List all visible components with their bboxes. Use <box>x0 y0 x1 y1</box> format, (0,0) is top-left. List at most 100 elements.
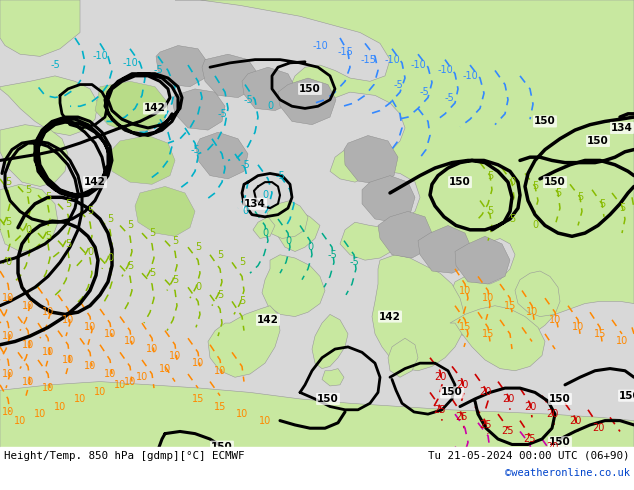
Text: -5: -5 <box>50 60 60 70</box>
Text: -5: -5 <box>275 171 285 181</box>
Text: 10: 10 <box>22 340 34 350</box>
Text: 10: 10 <box>42 307 54 317</box>
Text: 142: 142 <box>379 312 401 321</box>
Polygon shape <box>388 338 418 377</box>
Polygon shape <box>322 368 344 386</box>
Text: 5: 5 <box>127 220 133 230</box>
Text: 5: 5 <box>195 242 201 252</box>
Polygon shape <box>0 382 634 490</box>
Text: 25: 25 <box>501 426 514 437</box>
Text: 10: 10 <box>34 409 46 419</box>
Text: 5: 5 <box>149 268 155 278</box>
Text: 0: 0 <box>307 242 313 252</box>
Text: 15: 15 <box>594 329 606 339</box>
Text: 0: 0 <box>195 282 201 292</box>
Text: 150: 150 <box>544 177 566 187</box>
Text: 5: 5 <box>487 171 493 181</box>
Text: 142: 142 <box>144 103 166 113</box>
Text: 0: 0 <box>532 220 538 230</box>
Polygon shape <box>378 211 432 258</box>
Text: 20: 20 <box>606 464 618 473</box>
Polygon shape <box>108 136 175 184</box>
Text: 20: 20 <box>456 380 468 390</box>
Text: 5: 5 <box>217 290 223 300</box>
Text: 10: 10 <box>94 388 106 397</box>
Text: 25: 25 <box>434 405 446 415</box>
Text: 142: 142 <box>257 315 279 325</box>
Text: -10: -10 <box>92 51 108 61</box>
Text: -5: -5 <box>444 93 454 102</box>
Polygon shape <box>208 306 280 377</box>
Text: 25: 25 <box>592 470 604 480</box>
Text: 150: 150 <box>549 394 571 404</box>
Text: 150: 150 <box>441 388 463 397</box>
Text: 10: 10 <box>124 337 136 346</box>
Text: -10: -10 <box>384 54 400 65</box>
Text: 15: 15 <box>482 329 494 339</box>
Polygon shape <box>202 54 258 98</box>
Text: 10: 10 <box>169 350 181 361</box>
Text: -5: -5 <box>190 145 200 155</box>
Text: 5: 5 <box>239 296 245 306</box>
Text: -5: -5 <box>393 79 403 90</box>
Text: -5: -5 <box>349 257 359 268</box>
Text: ©weatheronline.co.uk: ©weatheronline.co.uk <box>505 468 630 478</box>
Text: 142: 142 <box>84 177 106 187</box>
Text: 15: 15 <box>192 394 204 404</box>
Text: -10: -10 <box>312 41 328 50</box>
Text: 10: 10 <box>84 362 96 371</box>
Text: -5: -5 <box>419 87 429 97</box>
Text: 25: 25 <box>524 434 536 444</box>
Text: 5: 5 <box>45 192 51 202</box>
Text: -10: -10 <box>462 71 478 81</box>
Text: -5: -5 <box>153 66 163 75</box>
Text: 10: 10 <box>22 377 34 387</box>
Text: 134: 134 <box>244 199 266 209</box>
Text: 10: 10 <box>2 331 14 341</box>
Text: 10: 10 <box>526 307 538 317</box>
Text: 0: 0 <box>267 101 273 111</box>
Text: 5: 5 <box>107 214 113 224</box>
Text: 25: 25 <box>484 456 496 466</box>
Text: 150: 150 <box>211 441 233 452</box>
Text: 10: 10 <box>14 416 26 426</box>
Polygon shape <box>278 78 336 124</box>
Text: 5: 5 <box>25 185 31 195</box>
Text: 150: 150 <box>299 84 321 94</box>
Text: 150: 150 <box>317 394 339 404</box>
Text: 5: 5 <box>619 203 625 213</box>
Text: 25: 25 <box>546 456 559 466</box>
Text: 25: 25 <box>569 464 581 473</box>
Text: 20: 20 <box>546 409 558 419</box>
Polygon shape <box>450 306 545 371</box>
Text: 150: 150 <box>449 177 471 187</box>
Text: 10: 10 <box>2 369 14 379</box>
Text: 0: 0 <box>262 228 268 238</box>
Polygon shape <box>196 132 248 179</box>
Text: 10: 10 <box>2 407 14 417</box>
Text: 10: 10 <box>549 315 561 325</box>
Text: 10: 10 <box>104 329 116 339</box>
Text: 15: 15 <box>214 401 226 412</box>
Text: 5: 5 <box>217 250 223 260</box>
Polygon shape <box>0 76 98 136</box>
Text: 10: 10 <box>259 416 271 426</box>
Text: 10: 10 <box>214 366 226 376</box>
Text: -15: -15 <box>360 54 376 65</box>
Text: 20: 20 <box>434 372 446 382</box>
Text: 5: 5 <box>599 199 605 209</box>
Polygon shape <box>242 67 296 111</box>
Text: 25: 25 <box>479 420 491 430</box>
Polygon shape <box>156 46 208 87</box>
Text: -10: -10 <box>122 58 138 68</box>
Text: 10: 10 <box>192 358 204 368</box>
Text: -15: -15 <box>337 47 353 57</box>
Text: -5: -5 <box>217 109 227 119</box>
Text: 25: 25 <box>456 413 469 422</box>
Text: 0: 0 <box>5 257 11 268</box>
Text: 20: 20 <box>479 388 491 397</box>
Text: 0: 0 <box>87 246 93 256</box>
Text: 10: 10 <box>22 301 34 311</box>
Polygon shape <box>95 81 168 132</box>
Text: 20: 20 <box>502 394 514 404</box>
